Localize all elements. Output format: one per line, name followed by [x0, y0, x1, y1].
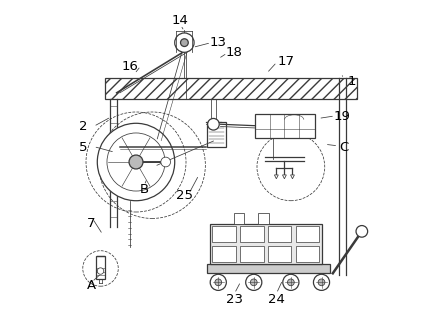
Bar [207, 264, 330, 273]
Bar [207, 122, 226, 147]
Text: 7: 7 [86, 217, 95, 230]
Circle shape [208, 119, 219, 130]
Circle shape [97, 268, 104, 274]
Polygon shape [274, 175, 278, 179]
Bar [105, 78, 357, 99]
Bar [213, 246, 236, 262]
Bar [234, 213, 244, 224]
Text: 17: 17 [277, 55, 295, 68]
Text: 5: 5 [78, 141, 87, 154]
Bar [258, 213, 269, 224]
Circle shape [97, 123, 175, 201]
Circle shape [215, 279, 222, 286]
Text: 14: 14 [171, 14, 188, 27]
Bar [240, 246, 264, 262]
Bar [268, 226, 291, 242]
Text: 18: 18 [226, 46, 243, 59]
Bar [255, 114, 315, 138]
Text: 24: 24 [268, 293, 285, 306]
Text: 16: 16 [121, 60, 138, 73]
Circle shape [288, 279, 294, 286]
Circle shape [283, 274, 299, 290]
Polygon shape [283, 175, 286, 179]
Text: 2: 2 [78, 120, 87, 133]
Circle shape [250, 279, 257, 286]
Circle shape [318, 279, 325, 286]
Circle shape [107, 133, 165, 191]
Bar [296, 226, 319, 242]
Circle shape [161, 157, 171, 167]
Bar [240, 226, 264, 242]
Circle shape [175, 33, 194, 52]
Text: C: C [339, 141, 349, 154]
Text: 1: 1 [348, 75, 357, 88]
Bar [213, 226, 236, 242]
Text: B: B [140, 183, 149, 196]
Circle shape [181, 39, 188, 47]
Bar [105, 78, 357, 99]
Text: 19: 19 [334, 110, 351, 123]
Bar [96, 256, 105, 279]
Circle shape [210, 274, 226, 290]
Circle shape [129, 155, 143, 169]
Text: 13: 13 [210, 36, 227, 49]
Bar [210, 224, 322, 264]
Circle shape [314, 274, 330, 290]
Circle shape [356, 226, 368, 237]
Text: 23: 23 [226, 293, 243, 306]
Polygon shape [291, 175, 295, 179]
Text: A: A [87, 279, 97, 292]
Circle shape [246, 274, 262, 290]
Text: 25: 25 [176, 189, 193, 202]
Bar [268, 246, 291, 262]
Bar [296, 246, 319, 262]
